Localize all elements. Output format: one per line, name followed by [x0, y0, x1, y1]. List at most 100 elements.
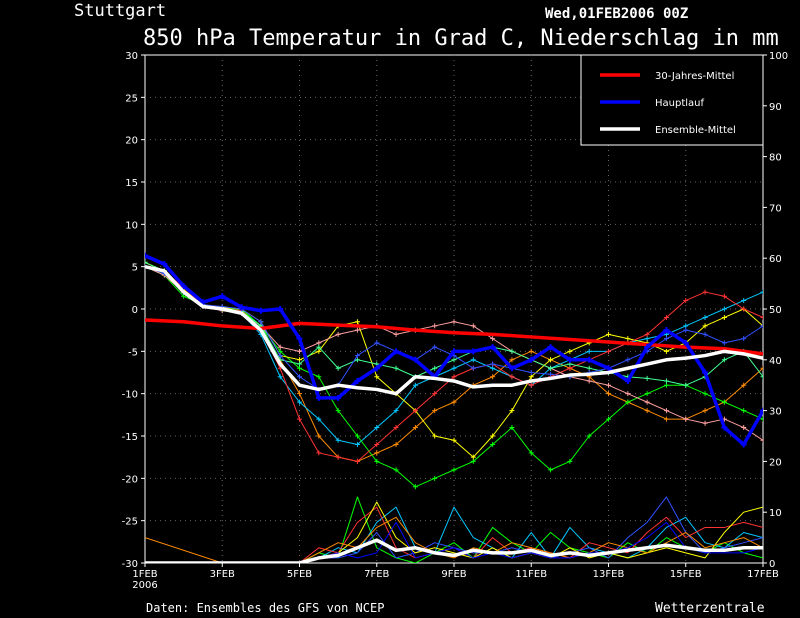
- point-marker-ensemble-4: [702, 323, 708, 329]
- point-marker-ensemble-3: [567, 458, 573, 464]
- point-marker-ensemble-6: [277, 344, 283, 350]
- point-marker-ensemble-3: [470, 458, 476, 464]
- site-footer: Wetterzentrale: [655, 601, 765, 616]
- point-marker-ensemble-4: [606, 331, 611, 337]
- point-marker-ensemble-3: [702, 391, 708, 397]
- x-tick-label: 7FEB: [364, 569, 389, 580]
- point-marker-ensemble-1: [663, 416, 669, 422]
- point-marker-ensemble-4: [528, 374, 534, 380]
- point-marker-ensemble-7: [335, 365, 341, 371]
- point-marker-ensemble-8: [741, 336, 747, 342]
- point-marker-ensemble-2: [741, 298, 747, 304]
- point-marker-ensemble-5: [412, 408, 418, 414]
- point-marker-ensemble-6: [625, 391, 631, 397]
- point-marker-ensemble-2: [644, 336, 650, 342]
- point-marker-ensemble-8: [702, 331, 708, 337]
- point-marker-ensemble-5: [663, 314, 669, 320]
- point-marker-ensemble-1: [760, 365, 763, 371]
- x-tick-label: 3FEB: [210, 569, 235, 580]
- point-marker-ensemble-7: [451, 357, 457, 363]
- x-tick-label: 11FEB: [515, 569, 547, 580]
- point-marker-ensemble-6: [702, 420, 708, 426]
- point-marker-ensemble-3: [548, 467, 554, 473]
- point-marker-hauptlauf: [663, 327, 670, 334]
- point-marker-ensemble-1: [490, 374, 496, 380]
- point-marker-ensemble-7: [393, 365, 399, 371]
- point-marker-ensemble-3: [412, 484, 418, 490]
- point-marker-ensemble-5: [528, 382, 534, 388]
- point-marker-ensemble-3: [297, 365, 302, 371]
- point-marker-ensemble-3: [316, 374, 322, 380]
- point-marker-hauptlauf: [412, 356, 419, 363]
- point-marker-hauptlauf: [624, 377, 631, 384]
- temp-line-ensemble-mittel: [145, 264, 763, 396]
- y-right-tick-label: 90: [769, 102, 782, 113]
- point-marker-ensemble-5: [644, 331, 650, 337]
- point-marker-hauptlauf: [373, 365, 380, 372]
- point-marker-ensemble-2: [297, 399, 302, 405]
- point-marker-ensemble-3: [393, 467, 399, 473]
- precip-line-ensemble-mittel-niederschlag: [145, 538, 763, 563]
- point-marker-ensemble-5: [297, 416, 302, 422]
- y-right-tick-label: 0: [769, 559, 775, 570]
- y-right-tick-label: 60: [769, 254, 782, 265]
- point-marker-ensemble-6: [741, 425, 747, 431]
- point-marker-ensemble-4: [374, 374, 380, 380]
- point-marker-ensemble-3: [509, 425, 515, 431]
- point-marker-hauptlauf: [721, 424, 728, 431]
- point-marker-hauptlauf: [393, 348, 400, 355]
- y-left-tick-label: 0: [132, 305, 138, 316]
- point-marker-ensemble-1: [606, 391, 611, 397]
- point-marker-ensemble-2: [316, 416, 322, 422]
- point-marker-ensemble-4: [663, 348, 669, 354]
- point-marker-ensemble-3: [335, 408, 341, 414]
- y-left-tick-label: 20: [125, 136, 138, 147]
- point-marker-ensemble-7: [721, 357, 727, 363]
- point-marker-ensemble-8: [490, 361, 496, 367]
- point-marker-ensemble-1: [451, 399, 457, 405]
- x-year-label: 2006: [132, 580, 157, 591]
- point-marker-hauptlauf: [257, 307, 264, 314]
- legend-label: Hauptlauf: [655, 98, 704, 109]
- point-marker-ensemble-4: [567, 348, 573, 354]
- y-right-tick-label: 30: [769, 407, 782, 418]
- point-marker-ensemble-3: [644, 391, 650, 397]
- point-marker-ensemble-8: [625, 357, 631, 363]
- point-marker-ensemble-5: [702, 289, 708, 295]
- x-tick-label: 17FEB: [747, 569, 779, 580]
- point-marker-ensemble-2: [374, 425, 380, 431]
- point-marker-ensemble-8: [432, 344, 438, 350]
- x-tick-label: 1FEB: [132, 569, 157, 580]
- point-marker-ensemble-3: [181, 293, 187, 299]
- point-marker-ensemble-4: [316, 348, 322, 354]
- y-left-tick-label: -20: [122, 474, 138, 485]
- y-left-tick-label: -5: [128, 347, 138, 358]
- point-marker-ensemble-3: [277, 348, 283, 354]
- y-left-tick-label: -25: [122, 517, 138, 528]
- point-marker-ensemble-3: [432, 475, 438, 481]
- precip-line-niederschlag-4: [145, 496, 763, 563]
- point-marker-ensemble-8: [663, 336, 669, 342]
- point-marker-ensemble-2: [412, 382, 418, 388]
- y-left-tick-label: -30: [122, 559, 138, 570]
- point-marker-hauptlauf: [199, 299, 206, 306]
- point-marker-ensemble-5: [509, 374, 515, 380]
- legend-label: Ensemble-Mittel: [655, 125, 736, 136]
- point-marker-ensemble-4: [548, 357, 554, 363]
- x-tick-label: 13FEB: [593, 569, 625, 580]
- point-marker-hauptlauf: [238, 304, 245, 311]
- point-marker-hauptlauf: [296, 335, 303, 342]
- y-left-tick-label: 10: [125, 220, 138, 231]
- y-left-tick-label: 5: [132, 263, 138, 274]
- point-marker-ensemble-3: [354, 433, 360, 439]
- point-marker-ensemble-7: [297, 361, 302, 367]
- point-marker-hauptlauf: [451, 348, 457, 355]
- point-marker-ensemble-5: [374, 441, 380, 447]
- point-marker-hauptlauf: [277, 306, 284, 312]
- temp-line-30-jahres-mittel: [145, 318, 763, 356]
- point-marker-ensemble-5: [393, 425, 399, 431]
- series-layer: 30-Jahres-Mittel Hauptlauf Ensemble-Mittel: [145, 54, 764, 563]
- axes: 1FEB 3FEB 5FEB 7FEB 9FEB 11FEB 13FEB 15FEB 17FEB…: [122, 51, 788, 591]
- precip-line-niederschlag-6: [145, 516, 763, 563]
- y-right-tick-label: 20: [769, 457, 782, 468]
